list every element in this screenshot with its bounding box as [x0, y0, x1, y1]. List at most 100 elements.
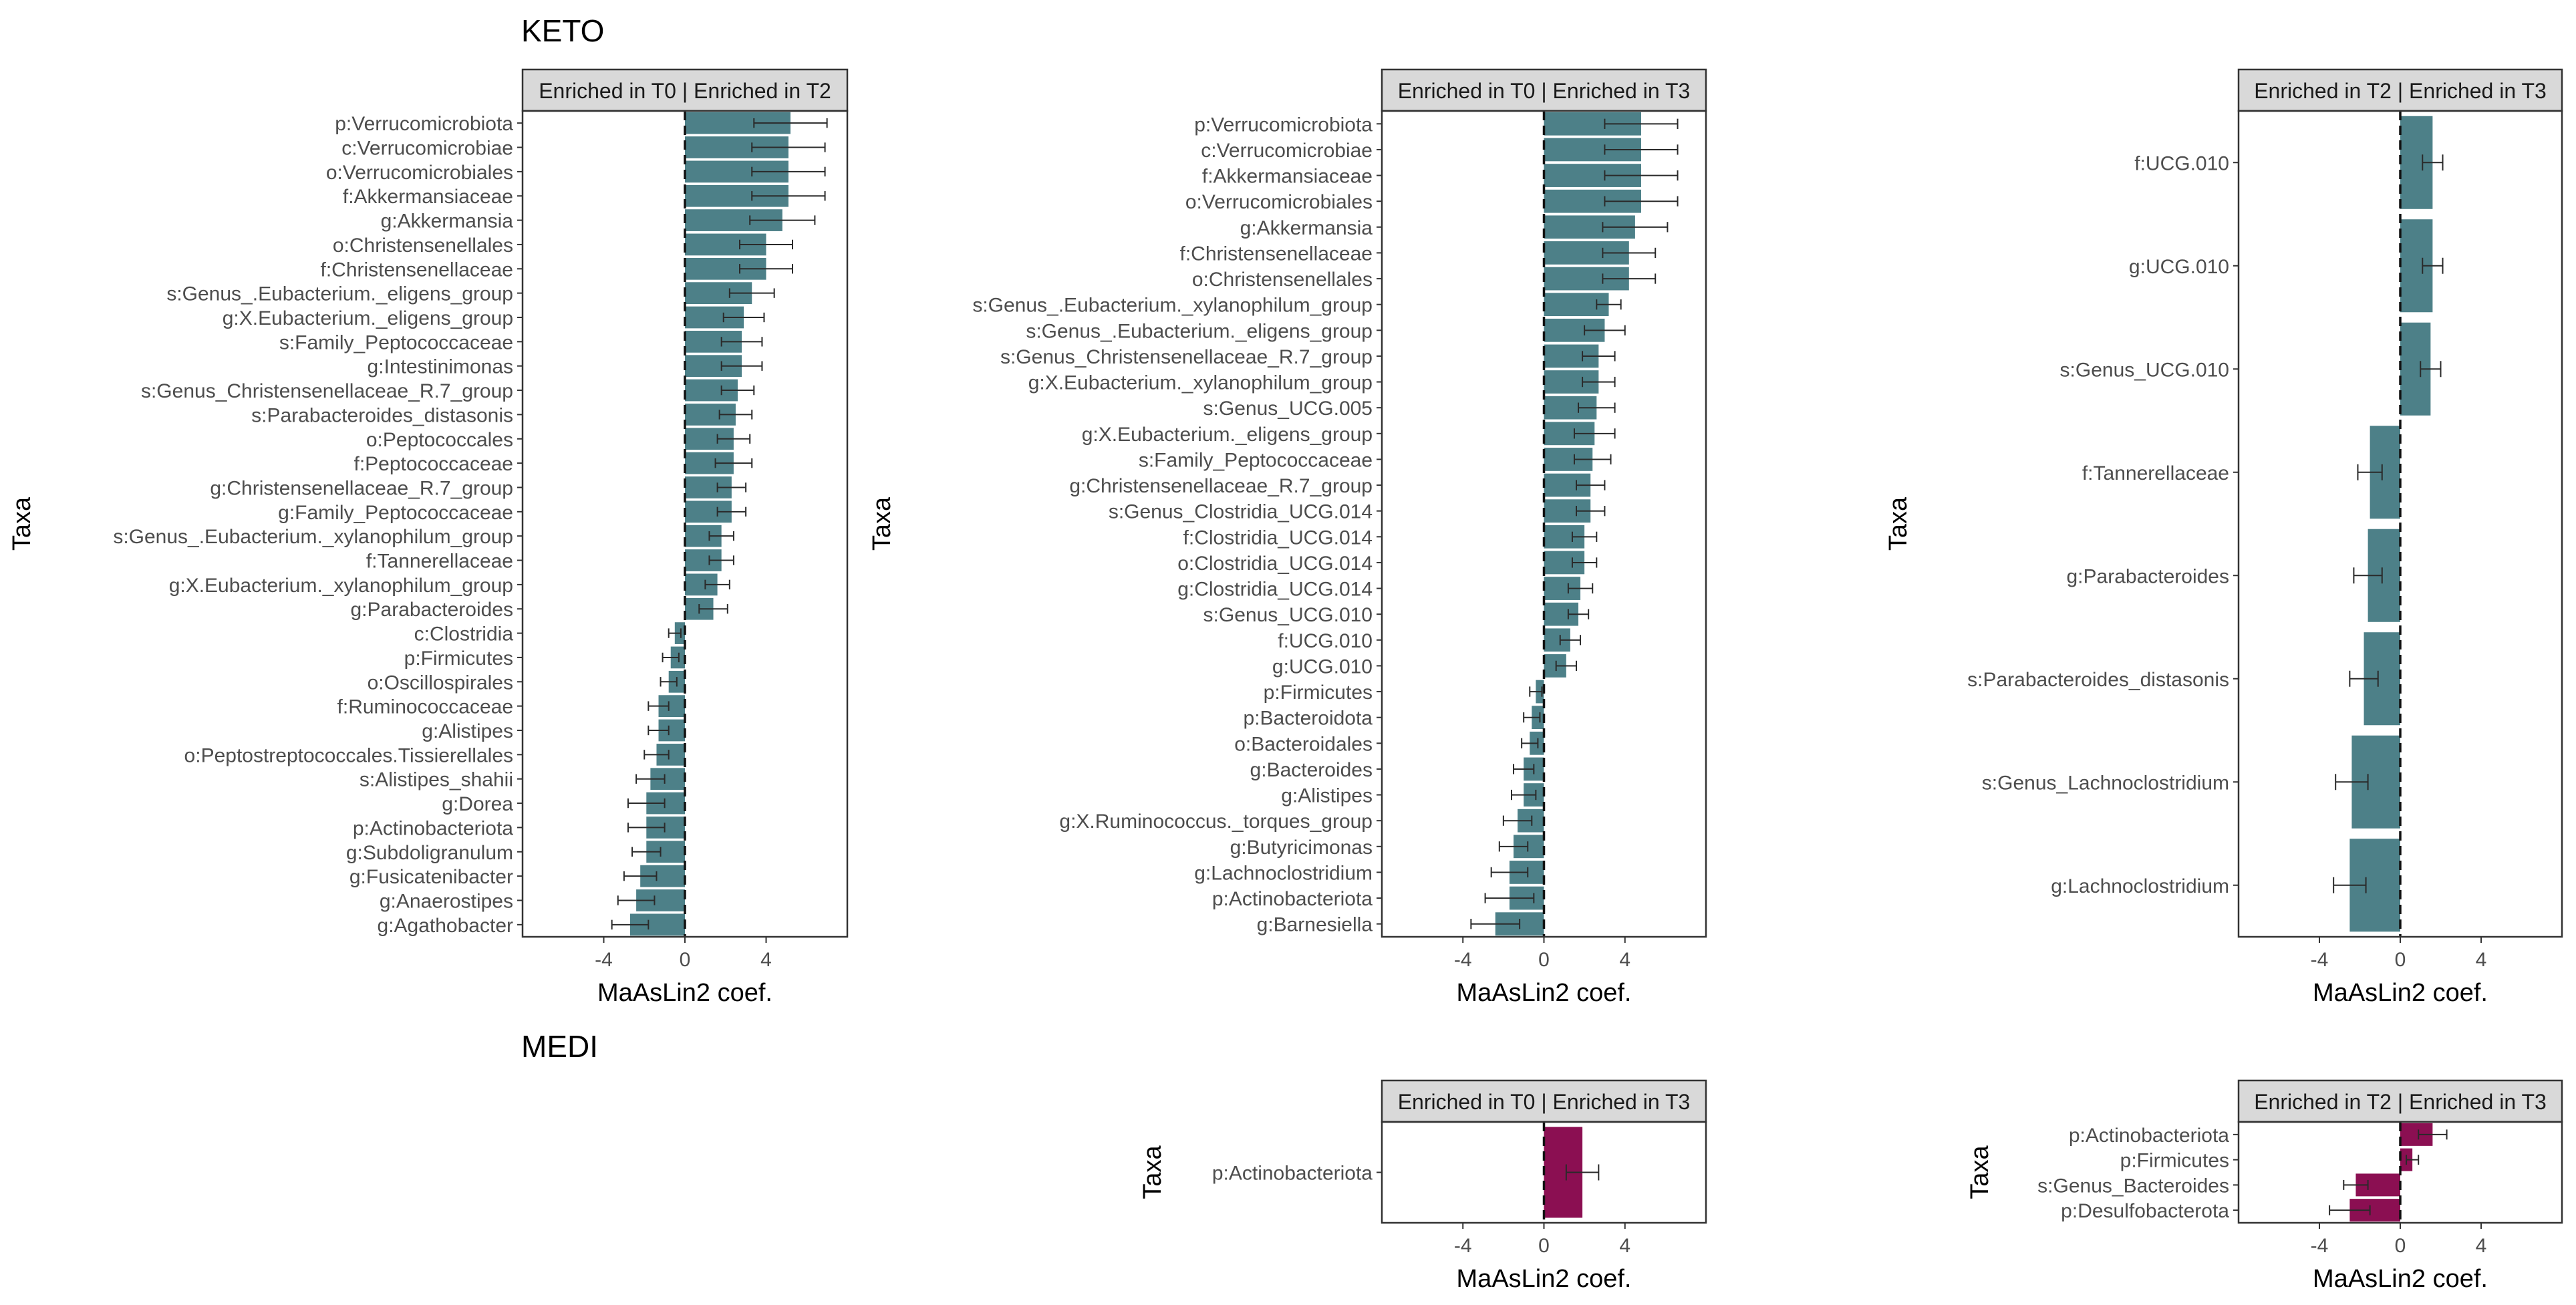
y-tick-label: s:Genus_UCG.010: [2060, 359, 2229, 381]
y-axis-title: Taxa: [1139, 1145, 1167, 1199]
facet-strip: [1381, 1079, 1707, 1123]
x-tick-label: 4: [760, 949, 772, 971]
y-tick-label: s:Genus_UCG.010: [1203, 604, 1373, 626]
facet-strip: [2237, 68, 2563, 112]
y-tick-label: g:Intestinimonas: [368, 356, 513, 378]
y-tick-label: g:Clostridia_UCG.014: [1177, 579, 1373, 601]
x-tick-label: 0: [680, 949, 691, 971]
y-tick-label: s:Parabacteroides_distasonis: [1967, 669, 2229, 691]
y-tick-label: g:Anaerostipes: [380, 890, 513, 912]
y-tick-label: c:Verrucomicrobiae: [341, 138, 513, 160]
y-tick-label: g:X.Eubacterium._xylanophilum_group: [1028, 372, 1373, 394]
y-tick-label: p:Verrucomicrobiota: [335, 113, 513, 135]
x-axis-title: MaAsLin2 coef.: [2313, 1265, 2488, 1293]
chart-keto-t0-t2: Enriched in T0 | Enriched in T2 p:Verruco…: [8, 68, 849, 1007]
y-tick-label: o:Oscillospirales: [368, 672, 513, 694]
y-tick-label: p:Actinobacteriota: [2069, 1125, 2229, 1147]
chart-panels: Enriched in T0 | Enriched in T2 p:Verruco…: [8, 68, 2563, 1293]
facet-strip: [2237, 1079, 2563, 1123]
x-tick-label: 4: [2476, 949, 2487, 971]
y-tick-label: s:Genus_Christensenellaceae_R.7_group: [1000, 346, 1373, 368]
y-axis-title: Taxa: [868, 496, 896, 551]
x-tick-label: 0: [2395, 1235, 2406, 1257]
y-tick-label: c:Verrucomicrobiae: [1201, 140, 1373, 162]
chart-medi-t2-t3: Enriched in T2 | Enriched in T3 p:Actinob…: [1966, 1079, 2563, 1293]
x-tick-label: 4: [1619, 949, 1630, 971]
y-tick-label: s:Family_Peptococcaceae: [1139, 449, 1373, 471]
y-tick-label: s:Genus_.Eubacterium._xylanophilum_group: [972, 295, 1373, 317]
x-axis-title: MaAsLin2 coef.: [1457, 979, 1632, 1007]
y-tick-label: s:Parabacteroides_distasonis: [251, 404, 513, 426]
y-tick-label: f:Akkermansiaceae: [1202, 166, 1373, 188]
y-axis-title: Taxa: [1966, 1145, 1994, 1199]
section-title-keto: KETO: [521, 13, 604, 48]
y-tick-label: g:Alistipes: [422, 720, 513, 742]
y-tick-label: g:Christensenellaceae_R.7_group: [210, 477, 513, 499]
chart-keto-t2-t3: Enriched in T2 | Enriched in T3 f:UCG.010…: [1884, 68, 2563, 1007]
y-tick-label: p:Firmicutes: [2120, 1150, 2229, 1172]
y-tick-label: p:Bacteroidota: [1244, 708, 1373, 730]
y-tick-label: s:Genus_Bacteroides: [2037, 1175, 2229, 1197]
y-tick-label: g:Subdoligranulum: [346, 842, 513, 864]
y-tick-label: f:Christensenellaceae: [320, 259, 513, 281]
y-tick-label: s:Genus_Lachnoclostridium: [1982, 772, 2229, 794]
x-tick-label: -4: [1454, 1235, 1472, 1257]
y-tick-label: s:Genus_.Eubacterium._eligens_group: [166, 283, 513, 305]
y-tick-label: g:Agathobacter: [378, 915, 513, 937]
y-tick-label: o:Clostridia_UCG.014: [1177, 553, 1373, 575]
x-tick-label: 0: [1538, 949, 1550, 971]
y-tick-label: s:Genus_.Eubacterium._eligens_group: [1026, 320, 1373, 342]
x-tick-label: 4: [2476, 1235, 2487, 1257]
facet-strip-label: Enriched in T0 | Enriched in T2: [539, 79, 831, 103]
section-title-medi: MEDI: [521, 1029, 598, 1064]
y-tick-label: s:Genus_.Eubacterium._xylanophilum_group: [113, 526, 513, 548]
y-tick-label: f:Christensenellaceae: [1179, 243, 1373, 265]
y-tick-label: g:Family_Peptococcaceae: [278, 502, 513, 524]
y-tick-label: f:Akkermansiaceae: [343, 186, 513, 208]
x-tick-label: -4: [2311, 1235, 2329, 1257]
facet-strip-label: Enriched in T2 | Enriched in T3: [2254, 1090, 2547, 1114]
y-tick-label: g:X.Ruminococcus._torques_group: [1059, 811, 1373, 833]
y-axis-title: Taxa: [1884, 496, 1912, 551]
y-tick-label: f:Tannerellaceae: [366, 551, 513, 573]
y-tick-label: p:Actinobacteriota: [353, 817, 513, 839]
y-tick-label: g:UCG.010: [2129, 256, 2229, 278]
y-tick-label: p:Firmicutes: [404, 647, 513, 670]
y-tick-label: p:Desulfobacterota: [2061, 1200, 2229, 1222]
facet-strip-label: Enriched in T2 | Enriched in T3: [2254, 79, 2547, 103]
y-tick-label: o:Christensenellales: [1192, 269, 1373, 291]
y-tick-label: g:Akkermansia: [381, 210, 514, 233]
y-tick-label: f:Ruminococcaceae: [337, 696, 513, 718]
y-tick-label: c:Clostridia: [414, 623, 514, 645]
facet-strip: [1381, 68, 1707, 112]
x-tick-label: 0: [1538, 1235, 1550, 1257]
chart-keto-t0-t3: Enriched in T0 | Enriched in T3 p:Verruco…: [868, 68, 1707, 1007]
y-tick-label: o:Verrucomicrobiales: [326, 162, 513, 184]
y-tick-label: g:Christensenellaceae_R.7_group: [1069, 475, 1373, 497]
x-tick-label: -4: [1454, 949, 1472, 971]
facet-strip: [521, 68, 849, 112]
y-tick-label: s:Genus_Christensenellaceae_R.7_group: [141, 380, 513, 402]
y-tick-label: g:Lachnoclostridium: [1194, 862, 1373, 884]
y-tick-label: p:Actinobacteriota: [1212, 888, 1373, 910]
facet-strip-label: Enriched in T0 | Enriched in T3: [1398, 79, 1691, 103]
y-tick-label: o:Bacteroidales: [1234, 733, 1373, 755]
y-tick-label: g:Alistipes: [1281, 785, 1373, 807]
y-tick-label: f:Clostridia_UCG.014: [1183, 527, 1373, 549]
y-tick-label: g:UCG.010: [1272, 656, 1373, 678]
x-tick-label: -4: [595, 949, 613, 971]
y-tick-label: s:Alistipes_shahii: [360, 769, 513, 791]
y-tick-label: f:UCG.010: [1278, 630, 1373, 652]
y-tick-label: f:Tannerellaceae: [2082, 462, 2229, 484]
y-tick-label: o:Peptostreptococcales.Tissierellales: [184, 744, 513, 766]
y-tick-label: g:X.Eubacterium._eligens_group: [1082, 424, 1373, 446]
y-tick-label: o:Verrucomicrobiales: [1185, 191, 1373, 213]
y-tick-label: g:Akkermansia: [1240, 217, 1373, 239]
x-axis-title: MaAsLin2 coef.: [597, 979, 772, 1007]
y-tick-label: s:Family_Peptococcaceae: [279, 331, 513, 353]
x-tick-label: 0: [2395, 949, 2406, 971]
y-tick-label: g:Lachnoclostridium: [2051, 875, 2229, 897]
y-tick-label: g:Bacteroides: [1250, 759, 1373, 781]
y-tick-label: g:Parabacteroides: [2067, 565, 2230, 587]
